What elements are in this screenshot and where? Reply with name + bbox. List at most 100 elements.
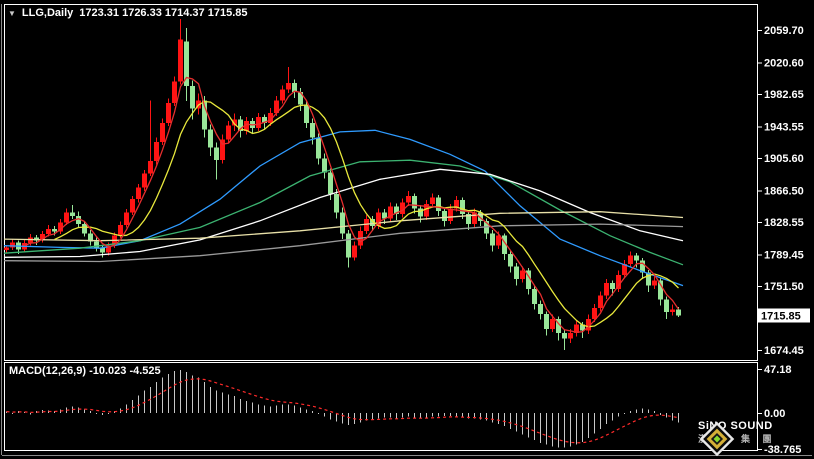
- ma-fast-red: [24, 76, 680, 333]
- candle-body: [400, 202, 405, 215]
- candle-body: [94, 241, 99, 248]
- candle-body: [286, 82, 291, 90]
- candle-body: [178, 39, 183, 82]
- candle-body: [592, 308, 597, 319]
- candle-body: [544, 313, 549, 329]
- symbol-period-label: LLG,Daily: [21, 7, 74, 19]
- candle-body: [214, 147, 219, 161]
- candle-body: [70, 212, 75, 216]
- candle-body: [670, 309, 675, 313]
- candle-body: [280, 89, 285, 101]
- candle-body: [130, 199, 135, 213]
- candle-body: [316, 137, 321, 159]
- price-tick-label: 1905.60: [764, 153, 804, 165]
- candle-body: [364, 219, 369, 231]
- candle-body: [370, 219, 375, 226]
- candle-body: [262, 116, 267, 123]
- candle-body: [232, 119, 237, 126]
- candle-body: [628, 255, 633, 264]
- candle-body: [268, 112, 273, 123]
- candle-body: [208, 129, 213, 148]
- candle-body: [10, 242, 15, 248]
- candle-body: [406, 195, 411, 203]
- ma-green: [3, 159, 684, 266]
- candle-body: [622, 263, 627, 275]
- candle-body: [538, 303, 543, 314]
- brand-name-cn: 漢 聲 集 團: [698, 434, 777, 444]
- price-tick-label: 1866.50: [764, 185, 804, 197]
- candle-body: [490, 233, 495, 246]
- candle-body: [88, 233, 93, 242]
- candle-body: [118, 224, 123, 236]
- candle-body: [418, 208, 423, 217]
- candle-body: [454, 200, 459, 209]
- candle-body: [556, 318, 561, 333]
- candle-body: [172, 81, 177, 103]
- candle-body: [472, 212, 477, 225]
- candle-body: [586, 318, 591, 331]
- candle-body: [604, 283, 609, 296]
- candle-body: [82, 224, 87, 234]
- candle-body: [334, 194, 339, 213]
- price-tick-label: 2020.60: [764, 57, 804, 69]
- candle-body: [46, 229, 51, 235]
- macd-tick-label: 47.18: [764, 364, 792, 376]
- macd-panel-frame: [4, 362, 758, 451]
- ohlc-values: 1723.31 1726.33 1714.37 1715.85: [79, 7, 248, 19]
- candle-body: [376, 212, 381, 226]
- main-chart-frame: [4, 4, 758, 361]
- candle-body: [442, 210, 447, 221]
- candle-body: [292, 82, 297, 93]
- candle-body: [550, 318, 555, 329]
- candle-body: [166, 102, 171, 123]
- candle-body: [652, 280, 657, 286]
- candle-body: [100, 247, 105, 253]
- candle-body: [4, 247, 9, 250]
- candle-body: [76, 215, 81, 225]
- candle-body: [28, 237, 33, 244]
- moving-averages-layer: [3, 76, 684, 333]
- candle-body: [202, 100, 207, 130]
- candle-body: [238, 119, 243, 132]
- candles-layer: [4, 18, 681, 350]
- candle-body: [154, 141, 159, 161]
- candle-body: [190, 86, 195, 109]
- brand-watermark: SiNO SOUND 漢 聲 集 團: [698, 420, 777, 457]
- candle-body: [562, 332, 567, 339]
- candle-body: [274, 100, 279, 113]
- price-axis: 2059.70 2020.60 1982.65 1943.55 1905.60 1866.…: [757, 25, 804, 456]
- candle-body: [448, 208, 453, 221]
- collapse-chevron-icon[interactable]: ▼: [8, 8, 16, 18]
- candle-body: [616, 274, 621, 289]
- candle-body: [436, 197, 441, 211]
- candle-body: [124, 212, 129, 225]
- candle-body: [40, 234, 45, 241]
- ma-gray: [3, 223, 684, 263]
- price-tick-label: 1789.45: [764, 249, 804, 261]
- diamond-logo-icon: [699, 421, 735, 457]
- macd-signal-line: [6, 378, 679, 444]
- candle-body: [346, 233, 351, 258]
- candle-body: [52, 229, 57, 232]
- macd-layer: [6, 370, 679, 448]
- candle-body: [226, 125, 231, 140]
- candle-body: [658, 280, 663, 300]
- price-tick-label: 2059.70: [764, 25, 804, 37]
- macd-tick-label: 0.00: [764, 408, 785, 420]
- macd-tick-label: -38.765: [764, 444, 801, 456]
- candle-body: [220, 139, 225, 161]
- candle-body: [310, 122, 315, 138]
- ma-medium-yellow: [54, 100, 679, 328]
- candle-body: [142, 173, 147, 188]
- candle-body: [256, 116, 261, 128]
- candle-body: [676, 309, 681, 316]
- candle-body: [382, 212, 387, 219]
- candle-body: [610, 283, 615, 289]
- candle-body: [466, 214, 471, 225]
- price-tick-label: 1982.65: [764, 89, 804, 101]
- candle-body: [160, 122, 165, 142]
- current-price-tag: 1715.85: [758, 308, 810, 323]
- candle-body: [298, 92, 303, 105]
